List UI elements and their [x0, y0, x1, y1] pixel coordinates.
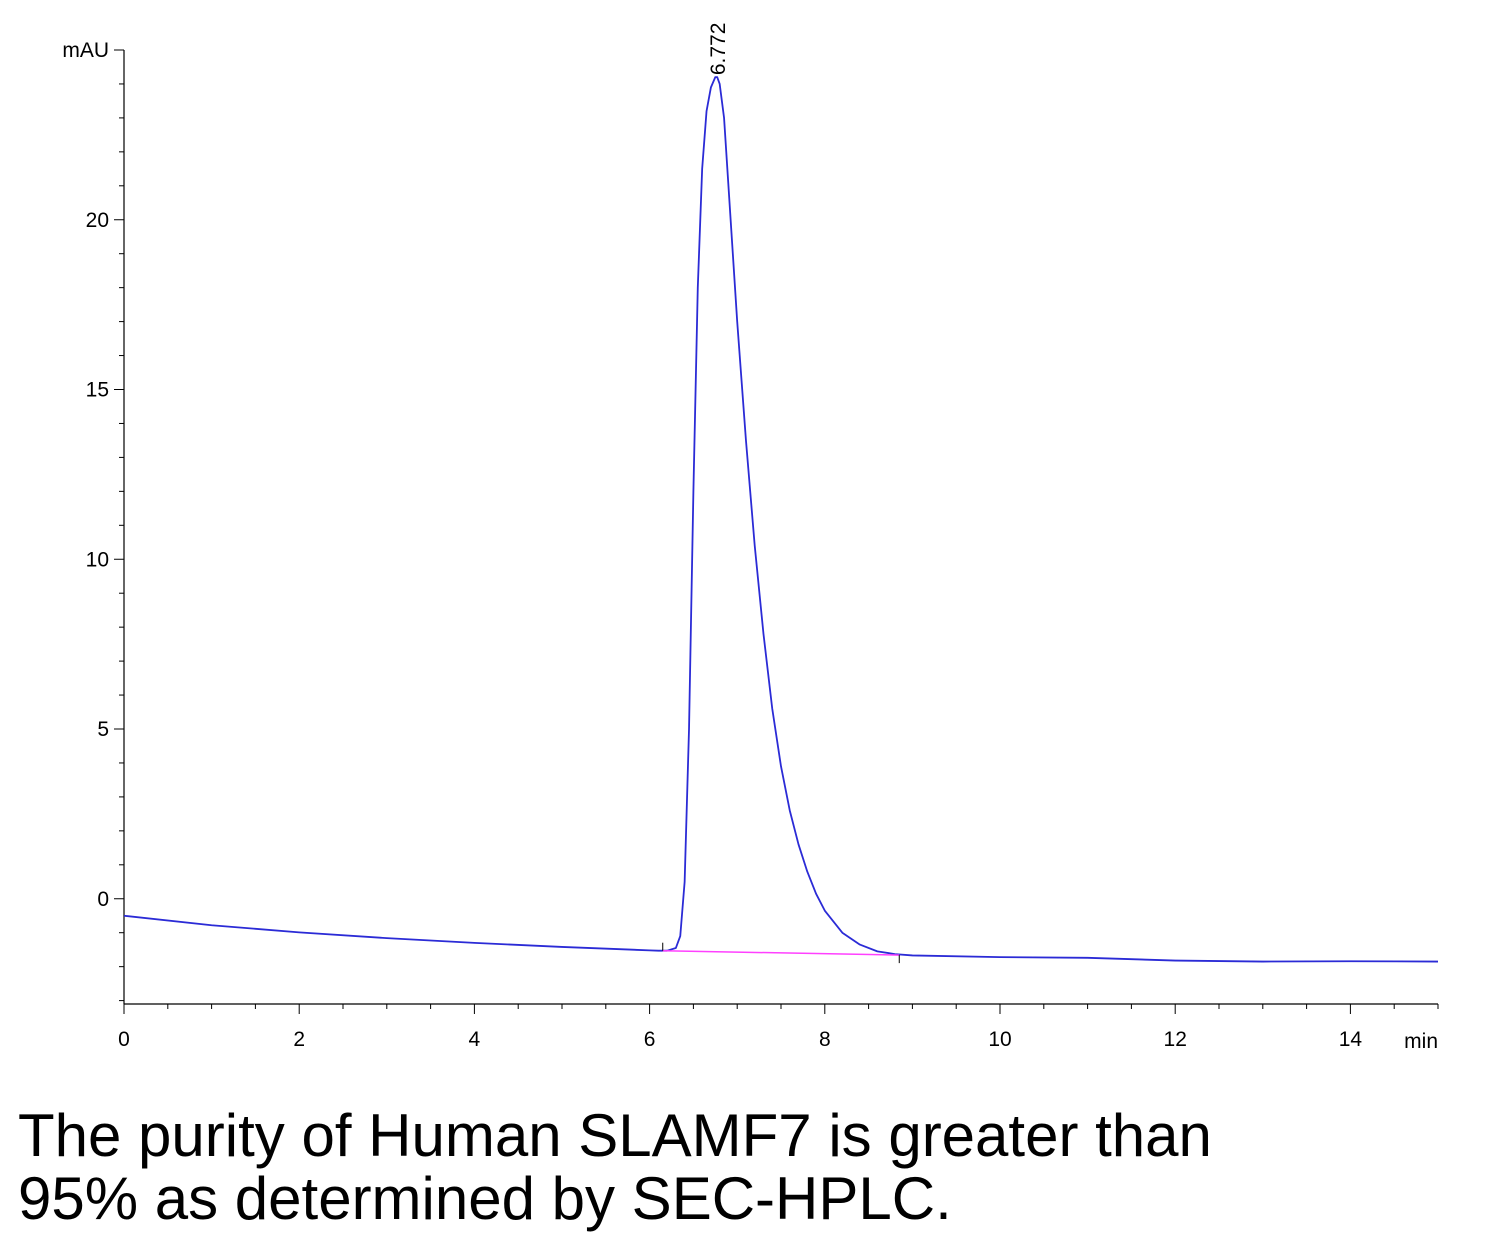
baseline-line — [662, 949, 900, 956]
x-tick-label: 4 — [469, 1028, 481, 1051]
y-axis-label: mAU — [62, 39, 109, 62]
x-tick-label: 6 — [644, 1028, 656, 1051]
chart-axes: 0 5 10 15 20 mAU 0 2 4 6 8 10 12 14 min — [62, 39, 1439, 1053]
y-tick-label: 20 — [86, 209, 109, 232]
x-tick-label: 8 — [819, 1028, 831, 1051]
chart-annotations: 6.772 — [707, 23, 730, 76]
y-tick-label: 0 — [97, 888, 109, 911]
x-axis-label: min — [1404, 1030, 1438, 1053]
x-tick-label: 0 — [118, 1028, 130, 1051]
x-tick-label: 10 — [988, 1028, 1011, 1051]
y-tick-label: 10 — [86, 548, 109, 571]
x-tick-label: 14 — [1339, 1028, 1363, 1051]
signal-trace-line — [123, 76, 1439, 963]
y-tick-label: 15 — [86, 379, 109, 402]
caption: The purity of Human SLAMF7 is greater th… — [18, 1104, 1478, 1230]
x-tick-label: 2 — [293, 1028, 305, 1051]
chromatogram-chart: 0 5 10 15 20 mAU 0 2 4 6 8 10 12 14 min 6.772 — [62, 23, 1439, 1053]
caption-line-1: The purity of Human SLAMF7 is greater th… — [18, 1102, 1212, 1169]
y-tick-label: 5 — [97, 718, 109, 741]
caption-line-2: 95% as determined by SEC-HPLC. — [18, 1165, 952, 1232]
peak-label: 6.772 — [707, 23, 730, 76]
chart-series — [123, 76, 1439, 964]
x-tick-label: 12 — [1164, 1028, 1187, 1051]
